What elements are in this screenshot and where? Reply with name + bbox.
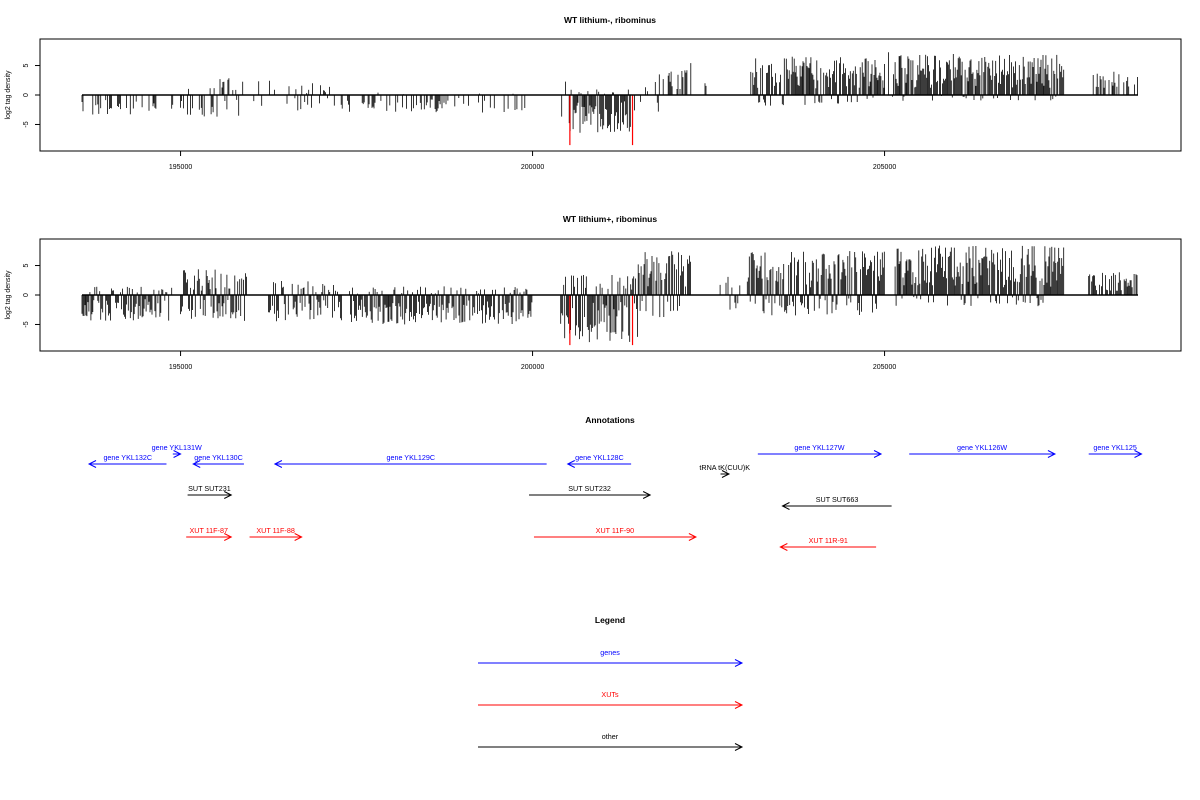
y-axis: 5 0 -5 [23, 63, 40, 128]
feature-arrowhead [87, 460, 97, 468]
legend-label: other [602, 732, 619, 741]
feature-arrow [187, 491, 233, 499]
feature-label: gene YKL130C [194, 453, 243, 462]
feature-arrow [186, 533, 233, 541]
highlight-bars [569, 95, 634, 146]
legend-entries: genes XUTs other [478, 648, 744, 751]
annotations-title: Annotations [585, 415, 635, 425]
track-panel-lithium-plus: WT lithium+, ribominus 5 0 -5 195000 200000… [5, 214, 1182, 371]
feature-label: gene YKL125 [1093, 443, 1136, 452]
feature-label: SUT SUT232 [568, 484, 611, 493]
feature-arrowhead [273, 460, 283, 468]
legend-title: Legend [595, 615, 625, 625]
feature-label: gene YKL126W [957, 443, 1007, 452]
feature-arrow [757, 450, 883, 458]
feature-arrow [566, 460, 632, 468]
feature-arrow [529, 491, 652, 499]
x-tick-label: 195000 [169, 364, 192, 371]
feature-label: gene YKL128C [575, 453, 624, 462]
feature-arrowhead [873, 450, 883, 458]
y-axis-label: log2 tag density [5, 270, 12, 320]
x-tick-label: 205000 [873, 164, 896, 171]
feature-label: XUT 11F-87 [189, 526, 227, 535]
feature-arrowhead [224, 533, 233, 541]
feature-arrow [172, 450, 182, 458]
feature-arrowhead [294, 533, 303, 541]
feature-label: SUT SUT231 [188, 484, 231, 493]
y-axis-label: log2 tag density [5, 70, 12, 120]
legend-label: XUTs [601, 690, 619, 699]
feature-arrowhead [688, 533, 698, 541]
legend-label: genes [600, 648, 620, 657]
feature-arrowhead [1047, 450, 1057, 458]
x-axis: 195000 200000 205000 [169, 351, 896, 371]
legend-arrow [478, 659, 744, 667]
feature-arrowhead [1134, 450, 1143, 458]
feature-label: XUT 11F-90 [596, 526, 634, 535]
feature-arrow [1088, 450, 1143, 458]
feature-label: gene YKL132C [103, 453, 152, 462]
x-tick-label: 195000 [169, 164, 192, 171]
feature-arrowhead [566, 460, 575, 468]
track-panel-lithium-minus: WT lithium-, ribominus 5 0 -5 195000 200000… [5, 15, 1182, 171]
feature-arrow [720, 470, 731, 478]
x-tick-label: 200000 [521, 164, 544, 171]
y-axis: 5 0 -5 [23, 263, 40, 328]
legend-arrow [478, 701, 744, 709]
y-tick-label: 0 [23, 293, 30, 297]
y-tick-label: 5 [23, 63, 30, 67]
density-bars [81, 52, 1138, 133]
legend-arrow [478, 743, 744, 751]
feature-arrowhead [224, 491, 233, 499]
x-axis: 195000 200000 205000 [169, 151, 896, 171]
density-bars [81, 245, 1138, 343]
feature-arrowhead [734, 701, 744, 709]
feature-arrowhead [173, 450, 182, 458]
feature-arrowhead [734, 659, 744, 667]
legend: Legend genes XUTs other [478, 615, 744, 751]
feature-arrowhead [734, 743, 744, 751]
panel-title: WT lithium-, ribominus [564, 15, 656, 25]
y-tick-label: -5 [23, 121, 30, 127]
feature-arrow [87, 460, 167, 468]
feature-arrowhead [781, 502, 790, 510]
feature-label: gene YKL131W [152, 443, 202, 452]
x-tick-label: 205000 [873, 364, 896, 371]
panel-title: WT lithium+, ribominus [563, 214, 657, 224]
feature-label: XUT 11F-88 [256, 526, 294, 535]
feature-arrow [779, 543, 877, 551]
x-tick-label: 200000 [521, 364, 544, 371]
feature-label: gene YKL127W [794, 443, 844, 452]
feature-arrow [249, 533, 303, 541]
feature-arrowhead [779, 543, 788, 551]
feature-arrow [192, 460, 244, 468]
y-tick-label: 5 [23, 263, 30, 267]
feature-label: XUT 11R-91 [809, 536, 848, 545]
y-tick-label: 0 [23, 93, 30, 97]
feature-label: gene YKL129C [386, 453, 435, 462]
feature-label: SUT SUT663 [816, 495, 859, 504]
feature-label: tRNA tK(CUU)K [699, 463, 750, 472]
feature-arrow [273, 460, 547, 468]
feature-arrowhead [192, 460, 201, 468]
y-tick-label: -5 [23, 321, 30, 327]
feature-arrow [533, 533, 698, 541]
feature-arrow [909, 450, 1057, 458]
feature-arrow [781, 502, 892, 510]
highlight-bars [569, 295, 634, 346]
feature-arrowhead [721, 470, 731, 478]
feature-arrowhead [642, 491, 652, 499]
